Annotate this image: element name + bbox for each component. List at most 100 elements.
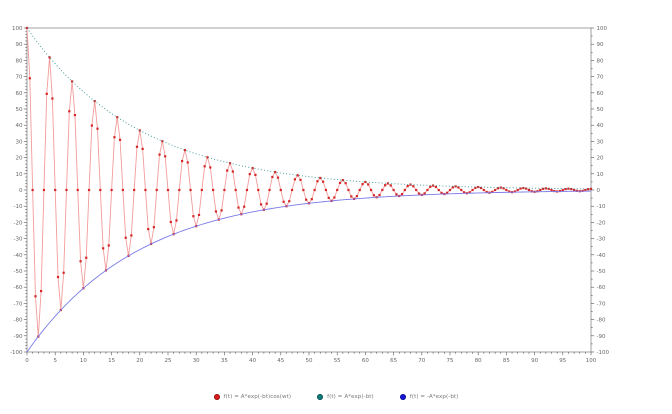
y-left-tick-label: 100 bbox=[12, 26, 23, 32]
data-point-marker bbox=[457, 186, 460, 189]
data-point-marker bbox=[214, 210, 218, 213]
data-point-marker bbox=[446, 191, 449, 194]
data-point-marker bbox=[158, 153, 161, 156]
data-point-marker bbox=[268, 188, 271, 192]
y-left-tick-label: 0 bbox=[19, 188, 23, 194]
x-tick-label: 55 bbox=[334, 358, 341, 364]
data-point-marker bbox=[372, 194, 375, 197]
data-point-marker bbox=[178, 188, 181, 192]
y-left-tick-label: 50 bbox=[16, 107, 23, 113]
y-right-tick-label: 90 bbox=[597, 42, 604, 48]
data-point-marker bbox=[544, 187, 547, 190]
data-point-marker bbox=[525, 187, 528, 190]
x-tick-label: 70 bbox=[418, 358, 425, 364]
x-tick-label: 25 bbox=[165, 358, 172, 364]
data-point-marker bbox=[412, 185, 415, 188]
data-point-marker bbox=[54, 188, 57, 192]
data-point-marker bbox=[381, 188, 384, 192]
data-point-marker bbox=[226, 169, 229, 172]
data-point-marker bbox=[271, 175, 274, 179]
data-point-marker bbox=[313, 188, 316, 192]
x-axis: 0 5 10 15 20 25 30 35 40 45 50 55 60 65 70 75 80 85 90 95 10… bbox=[25, 352, 597, 364]
y-left-tick-label: -50 bbox=[14, 269, 23, 275]
data-point-marker bbox=[440, 191, 443, 195]
x-tick-label: 100 bbox=[586, 358, 597, 364]
legend-entry-upper-envelope: f(t) = A*exp(-bt) bbox=[317, 394, 374, 400]
data-point-marker bbox=[234, 188, 237, 192]
y-right-tick-label: -20 bbox=[597, 220, 606, 226]
data-point-marker bbox=[491, 190, 494, 193]
data-point-marker bbox=[28, 77, 31, 80]
legend-marker-upper-envelope-icon bbox=[317, 394, 324, 400]
data-point-marker bbox=[471, 188, 474, 192]
y-left-tick-label: 80 bbox=[16, 58, 23, 64]
x-tick-label: 5 bbox=[53, 358, 57, 364]
series-lower-envelope bbox=[26, 190, 592, 353]
data-point-marker bbox=[124, 236, 127, 239]
data-point-marker bbox=[257, 188, 260, 192]
y-left-tick-label: 10 bbox=[16, 172, 23, 178]
y-right-tick-label: -10 bbox=[597, 204, 606, 210]
data-point-marker bbox=[527, 188, 531, 192]
data-point-marker bbox=[319, 176, 322, 180]
data-point-marker bbox=[164, 155, 167, 158]
curve-damped-cosine bbox=[26, 27, 592, 337]
data-point-marker bbox=[437, 188, 440, 192]
data-point-marker bbox=[42, 188, 46, 192]
curve-upper-envelope bbox=[26, 27, 592, 190]
data-point-marker bbox=[333, 196, 336, 199]
data-point-marker bbox=[403, 188, 406, 192]
data-point-marker bbox=[358, 188, 361, 192]
x-tick-label: 15 bbox=[108, 358, 115, 364]
y-right-tick-label: -100 bbox=[597, 350, 610, 356]
y-axis-right: -100-90-80-70-60-50-40-30-20-10010203040… bbox=[591, 26, 609, 356]
x-tick-label: 65 bbox=[390, 358, 397, 364]
data-point-marker bbox=[118, 138, 122, 141]
data-point-marker bbox=[426, 188, 429, 192]
y-right-tick-label: -80 bbox=[597, 318, 606, 324]
data-point-marker bbox=[386, 182, 390, 185]
data-point-marker bbox=[116, 116, 119, 119]
data-point-marker bbox=[415, 188, 418, 192]
data-point-marker bbox=[200, 188, 203, 192]
data-point-marker bbox=[183, 148, 187, 152]
data-point-marker bbox=[87, 188, 91, 192]
data-point-marker bbox=[344, 182, 347, 185]
data-point-marker bbox=[299, 178, 302, 181]
data-point-marker bbox=[192, 215, 195, 218]
data-point-marker bbox=[73, 114, 77, 117]
data-point-marker bbox=[310, 198, 313, 201]
y-axis-left: -100-90-80-70-60-50-40-30-20-10010203040… bbox=[10, 26, 27, 356]
data-point-marker bbox=[45, 92, 48, 95]
data-point-marker bbox=[561, 188, 564, 192]
data-point-marker bbox=[474, 186, 477, 189]
legend-entry-lower-envelope: f(t) = -A*exp(-bt) bbox=[399, 394, 459, 400]
data-point-marker bbox=[434, 185, 437, 189]
y-right-tick-label: -70 bbox=[597, 301, 606, 307]
data-point-marker bbox=[40, 289, 43, 293]
y-right-tick-label: 80 bbox=[597, 58, 604, 64]
y-right-tick-label: 40 bbox=[597, 123, 604, 129]
data-point-marker bbox=[206, 156, 209, 159]
x-tick-label: 85 bbox=[503, 358, 510, 364]
data-point-marker bbox=[505, 188, 508, 192]
x-tick-label: 30 bbox=[193, 358, 200, 364]
data-point-marker bbox=[96, 127, 99, 130]
y-left-tick-label: -40 bbox=[14, 253, 23, 259]
data-point-marker bbox=[248, 173, 251, 176]
data-point-marker bbox=[567, 187, 570, 190]
data-point-marker bbox=[223, 188, 226, 192]
y-left-tick-label: 90 bbox=[16, 42, 23, 48]
series-upper-envelope bbox=[26, 27, 592, 190]
data-point-marker bbox=[550, 188, 553, 192]
data-point-marker bbox=[276, 176, 280, 179]
data-point-marker bbox=[85, 256, 88, 259]
data-point-marker bbox=[90, 124, 93, 127]
x-tick-label: 45 bbox=[277, 358, 284, 364]
data-point-marker bbox=[364, 180, 367, 184]
data-point-marker bbox=[31, 188, 34, 192]
data-point-marker bbox=[51, 97, 54, 100]
data-point-marker bbox=[169, 220, 172, 224]
data-point-marker bbox=[245, 188, 249, 192]
